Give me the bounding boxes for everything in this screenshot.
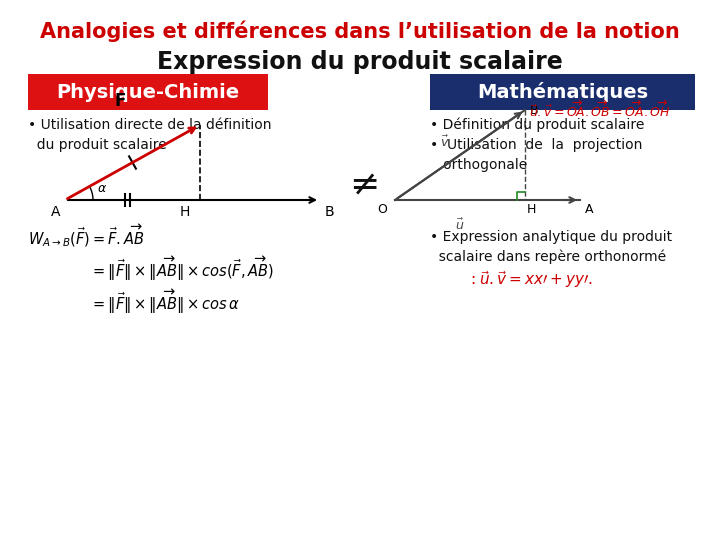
Text: • Définition du produit scalaire: • Définition du produit scalaire — [430, 118, 644, 132]
Text: $= \|\vec{F}\| \times \|\overrightarrow{AB}\| \times cos(\vec{F},\overrightarrow: $= \|\vec{F}\| \times \|\overrightarrow{… — [90, 255, 274, 283]
Text: A: A — [585, 203, 593, 216]
Text: •  Utilisation  de  la  projection
   orthogonale: • Utilisation de la projection orthogona… — [430, 138, 642, 172]
Text: Analogies et différences dans l’utilisation de la notion: Analogies et différences dans l’utilisat… — [40, 20, 680, 42]
Bar — [28, 74, 268, 110]
Text: $= \|\vec{F}\| \times \|\overrightarrow{AB}\| \times cos\,\alpha$: $= \|\vec{F}\| \times \|\overrightarrow{… — [90, 288, 240, 316]
Text: $\neq$: $\neq$ — [342, 168, 378, 202]
Text: $\alpha$: $\alpha$ — [97, 182, 107, 195]
Text: B: B — [530, 104, 539, 117]
Bar — [430, 74, 695, 110]
Text: $W_{A\rightarrow B}(\vec{F}) = \vec{F}.\overrightarrow{AB}$: $W_{A\rightarrow B}(\vec{F}) = \vec{F}.\… — [28, 222, 144, 248]
Text: H: H — [180, 205, 190, 219]
Text: A: A — [50, 205, 60, 219]
Text: Mathématiques: Mathématiques — [477, 82, 648, 102]
Text: O: O — [377, 203, 387, 216]
Text: Expression du produit scalaire: Expression du produit scalaire — [157, 50, 563, 74]
Text: $\bf{F}$: $\bf{F}$ — [114, 92, 126, 110]
Text: $\vec{u}.\vec{v} = \overrightarrow{OA}.\overrightarrow{OB} = \overrightarrow{OA}: $\vec{u}.\vec{v} = \overrightarrow{OA}.\… — [529, 100, 670, 120]
Text: • Utilisation directe de la définition
  du produit scalaire: • Utilisation directe de la définition d… — [28, 118, 271, 152]
Text: B: B — [325, 205, 335, 219]
Text: $: \vec{u}.\vec{v} = xx\prime+ yy\prime.$: $: \vec{u}.\vec{v} = xx\prime+ yy\prime.… — [467, 269, 593, 291]
Text: H: H — [527, 203, 536, 216]
Text: $\vec{v}$: $\vec{v}$ — [440, 135, 450, 150]
Text: Physique-Chimie: Physique-Chimie — [56, 83, 240, 102]
Text: • Expression analytique du produit
  scalaire dans repère orthonormé: • Expression analytique du produit scala… — [430, 230, 672, 264]
Text: $\vec{u}$: $\vec{u}$ — [455, 218, 465, 233]
